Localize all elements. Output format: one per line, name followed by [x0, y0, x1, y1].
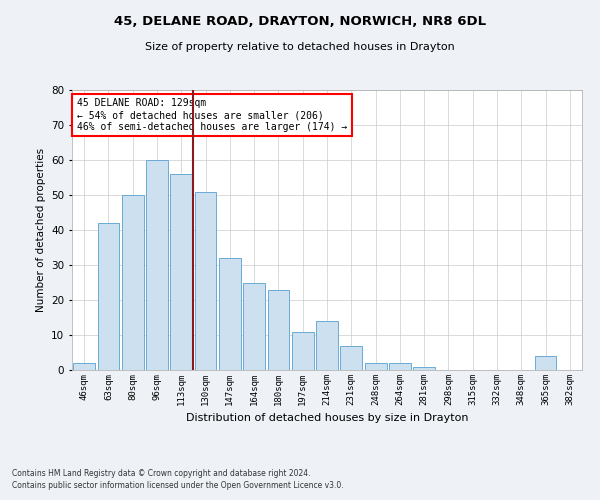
- Bar: [389, 363, 411, 370]
- Bar: [219, 258, 241, 370]
- Bar: [340, 346, 362, 370]
- Bar: [413, 366, 435, 370]
- Bar: [292, 332, 314, 370]
- Bar: [122, 195, 143, 370]
- Text: 45, DELANE ROAD, DRAYTON, NORWICH, NR8 6DL: 45, DELANE ROAD, DRAYTON, NORWICH, NR8 6…: [114, 15, 486, 28]
- Bar: [365, 363, 386, 370]
- Text: 45 DELANE ROAD: 129sqm
← 54% of detached houses are smaller (206)
46% of semi-de: 45 DELANE ROAD: 129sqm ← 54% of detached…: [77, 98, 347, 132]
- Bar: [268, 290, 289, 370]
- Bar: [146, 160, 168, 370]
- Bar: [170, 174, 192, 370]
- Bar: [316, 321, 338, 370]
- Bar: [535, 356, 556, 370]
- Y-axis label: Number of detached properties: Number of detached properties: [35, 148, 46, 312]
- X-axis label: Distribution of detached houses by size in Drayton: Distribution of detached houses by size …: [186, 414, 468, 424]
- Text: Contains HM Land Registry data © Crown copyright and database right 2024.: Contains HM Land Registry data © Crown c…: [12, 468, 311, 477]
- Bar: [194, 192, 217, 370]
- Bar: [73, 363, 95, 370]
- Text: Size of property relative to detached houses in Drayton: Size of property relative to detached ho…: [145, 42, 455, 52]
- Text: Contains public sector information licensed under the Open Government Licence v3: Contains public sector information licen…: [12, 481, 344, 490]
- Bar: [243, 282, 265, 370]
- Bar: [97, 223, 119, 370]
